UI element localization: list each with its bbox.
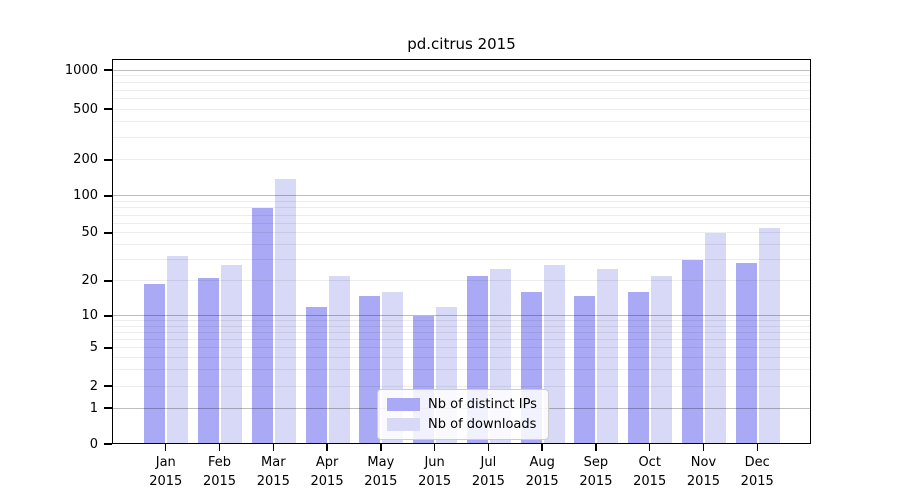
- y-tick-mark-1000: [104, 69, 112, 71]
- y-tick-mark-200: [104, 159, 112, 161]
- bar-downloads-mar-2015: [274, 178, 296, 444]
- legend-row-downloads: Nb of downloads: [387, 417, 537, 432]
- x-tick-mark-sep: [595, 444, 597, 451]
- y-tick-label-500: 500: [73, 101, 98, 117]
- x-tick-mark-jan: [165, 444, 167, 451]
- x-tick-mark-oct: [648, 444, 651, 451]
- legend-swatch-downloads: [387, 418, 420, 431]
- x-tick-mark-jun: [433, 444, 436, 451]
- y-tick-mark-100: [104, 195, 112, 197]
- bar-distinct-ips-apr-2015: [305, 306, 327, 444]
- x-tick-label-apr-2015: Apr 2015: [310, 455, 344, 489]
- x-tick-label-dec-2015: Dec 2015: [740, 455, 774, 489]
- bar-downloads-dec-2015: [758, 227, 780, 444]
- x-tick-label-nov-2015: Nov 2015: [686, 455, 720, 489]
- y-tick-label-10: 10: [81, 308, 98, 324]
- bar-distinct-ips-feb-2015: [198, 278, 220, 444]
- y-tick-mark-0: [104, 443, 112, 445]
- x-tick-label-jul-2015: Jul 2015: [471, 455, 505, 489]
- y-tick-label-1000: 1000: [64, 62, 98, 78]
- x-tick-label-may-2015: May 2015: [364, 455, 398, 489]
- legend-label-downloads: Nb of downloads: [428, 417, 537, 432]
- bar-downloads-jan-2015: [167, 256, 189, 444]
- legend-label-distinct-ips: Nb of distinct IPs: [428, 397, 537, 412]
- x-tick-label-aug-2015: Aug 2015: [525, 455, 559, 489]
- x-tick-mark-feb: [218, 444, 221, 451]
- bars-layer: [112, 59, 811, 444]
- x-tick-mark-aug: [541, 444, 543, 451]
- y-tick-mark-10: [104, 315, 112, 317]
- legend: Nb of distinct IPs Nb of downloads: [377, 389, 549, 440]
- chart-title: pd.citrus 2015: [407, 35, 516, 53]
- bar-distinct-ips-mar-2015: [251, 207, 273, 444]
- x-tick-label-mar-2015: Mar 2015: [256, 455, 290, 489]
- y-tick-mark-1: [104, 407, 112, 409]
- bar-downloads-feb-2015: [221, 265, 243, 444]
- x-tick-mark-nov: [702, 444, 705, 451]
- y-tick-label-20: 20: [81, 273, 98, 289]
- bar-distinct-ips-may-2015: [359, 295, 381, 444]
- y-tick-label-5: 5: [89, 340, 98, 356]
- y-tick-label-2: 2: [89, 378, 98, 394]
- y-tick-mark-20: [104, 280, 112, 282]
- bar-distinct-ips-jan-2015: [144, 283, 166, 444]
- x-tick-mark-may: [380, 444, 382, 451]
- bar-downloads-nov-2015: [704, 232, 726, 444]
- x-tick-mark-dec: [756, 444, 758, 451]
- bar-distinct-ips-dec-2015: [735, 263, 757, 444]
- x-tick-label-jan-2015: Jan 2015: [149, 455, 183, 489]
- bar-downloads-sep-2015: [597, 269, 619, 444]
- y-tick-mark-2: [104, 385, 112, 387]
- y-tick-label-200: 200: [73, 152, 98, 168]
- y-tick-label-50: 50: [81, 225, 98, 241]
- x-tick-label-sep-2015: Sep 2015: [579, 455, 613, 489]
- legend-row-distinct-ips: Nb of distinct IPs: [387, 397, 537, 412]
- x-tick-mark-apr: [326, 444, 328, 451]
- x-tick-mark-jul: [487, 444, 490, 451]
- x-tick-label-feb-2015: Feb 2015: [202, 455, 237, 489]
- y-tick-label-1: 1: [89, 400, 98, 416]
- y-tick-mark-50: [104, 232, 112, 234]
- x-tick-mark-mar: [272, 444, 274, 451]
- x-tick-label-jun-2015: Jun 2015: [418, 455, 452, 489]
- legend-swatch-distinct-ips: [387, 398, 420, 411]
- bar-distinct-ips-sep-2015: [574, 295, 596, 444]
- y-tick-label-0: 0: [89, 436, 98, 452]
- bar-downloads-oct-2015: [651, 276, 673, 444]
- y-tick-mark-500: [104, 108, 112, 110]
- y-tick-mark-5: [104, 347, 112, 349]
- x-tick-label-oct-2015: Oct 2015: [633, 455, 667, 489]
- plot-area: 0 1 2 5 10 20 50 100 200 500 1000 Jan 2015 Feb 2015 Ma…: [65, 59, 811, 489]
- bar-distinct-ips-oct-2015: [628, 292, 650, 444]
- y-tick-label-100: 100: [73, 188, 98, 204]
- bar-downloads-apr-2015: [328, 276, 350, 444]
- bar-distinct-ips-nov-2015: [681, 259, 703, 444]
